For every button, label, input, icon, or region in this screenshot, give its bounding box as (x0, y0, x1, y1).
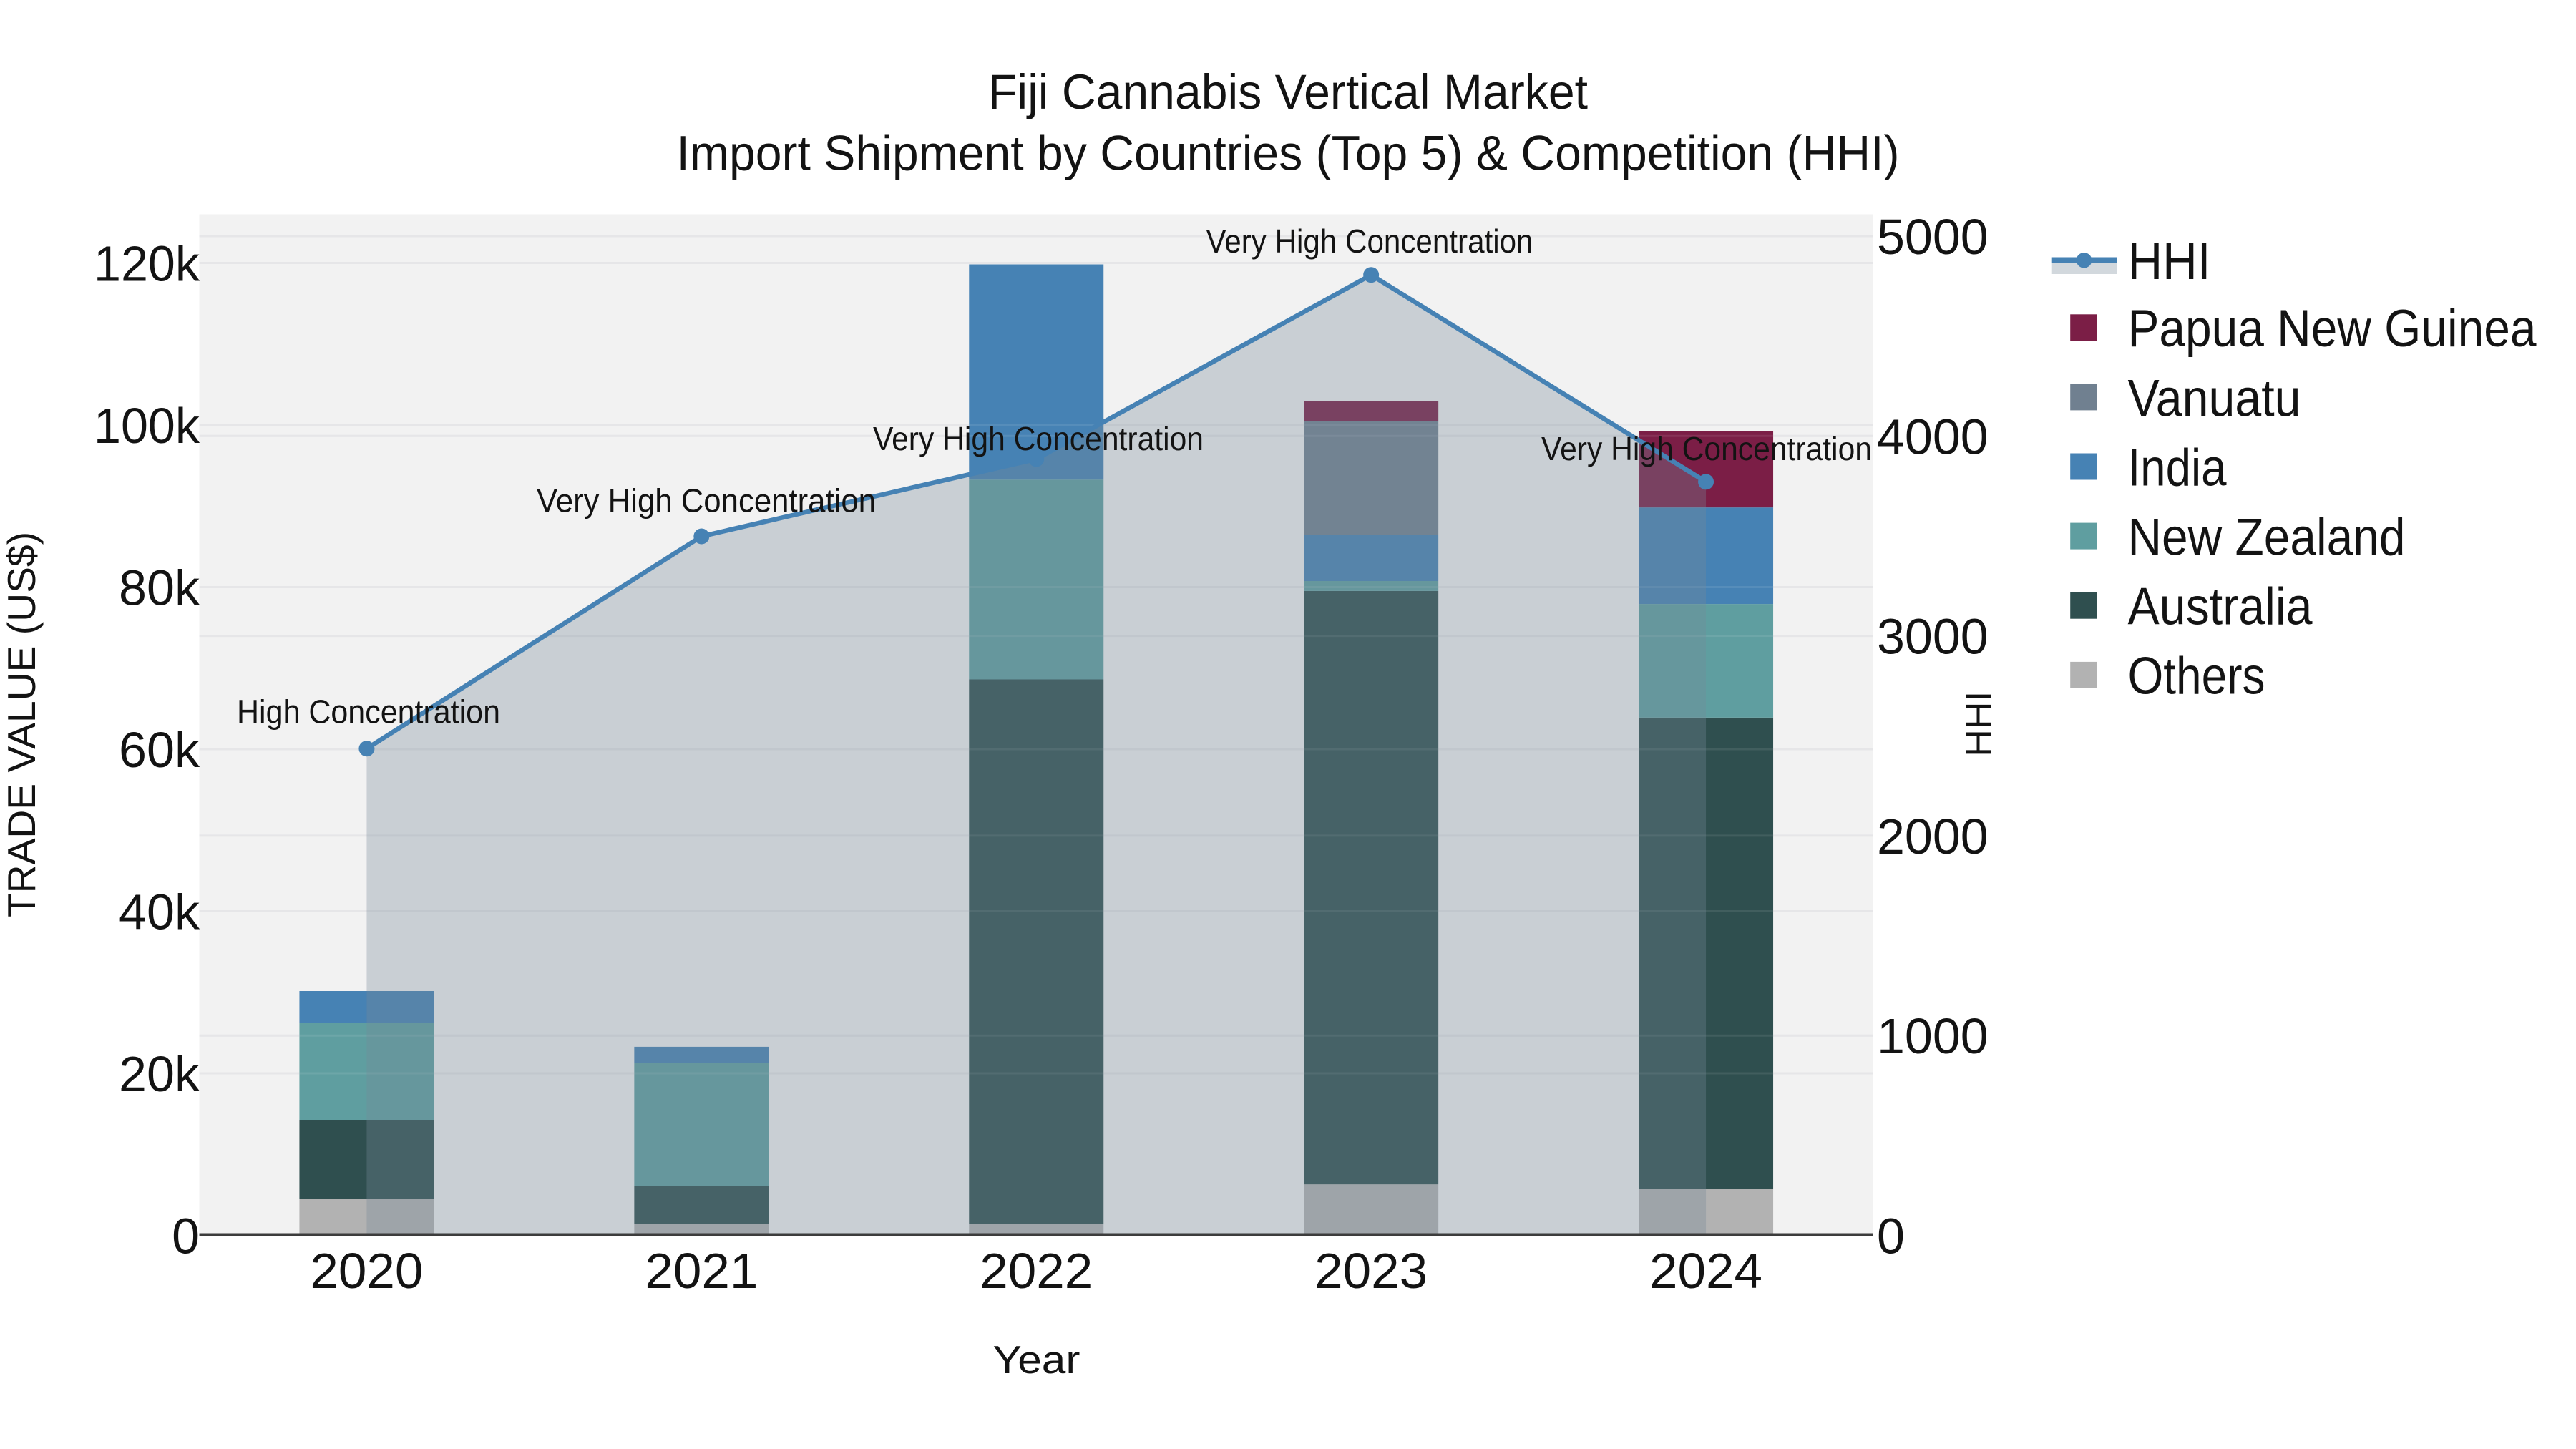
svg-text:0: 0 (1877, 1209, 1905, 1264)
svg-text:Import Shipment by Countries (: Import Shipment by Countries (Top 5) & C… (677, 126, 1900, 181)
svg-text:New Zealand: New Zealand (2128, 509, 2406, 567)
svg-text:Australia: Australia (2128, 578, 2313, 636)
svg-text:4000: 4000 (1877, 409, 1989, 464)
svg-text:Papua New Guinea: Papua New Guinea (2128, 300, 2537, 358)
svg-text:Vanuatu: Vanuatu (2128, 369, 2301, 427)
svg-text:HHI: HHI (1958, 691, 1999, 757)
svg-text:HHI: HHI (2128, 233, 2211, 291)
svg-text:High Concentration: High Concentration (237, 693, 500, 731)
svg-text:2023: 2023 (1314, 1243, 1428, 1299)
svg-text:100k: 100k (94, 398, 200, 454)
svg-text:2020: 2020 (310, 1243, 423, 1299)
svg-text:20k: 20k (119, 1046, 200, 1102)
svg-text:Fiji Cannabis Vertical Market: Fiji Cannabis Vertical Market (988, 64, 1588, 119)
svg-text:40k: 40k (119, 884, 200, 940)
svg-text:0: 0 (172, 1209, 200, 1264)
svg-text:Year: Year (993, 1337, 1080, 1382)
svg-text:Very High Concentration: Very High Concentration (1541, 430, 1872, 467)
svg-text:Very High Concentration: Very High Concentration (537, 482, 876, 519)
svg-text:TRADE VALUE (US$): TRADE VALUE (US$) (0, 532, 44, 917)
svg-text:Very High Concentration: Very High Concentration (873, 420, 1204, 457)
svg-text:120k: 120k (94, 236, 200, 292)
svg-text:2000: 2000 (1877, 809, 1989, 864)
svg-text:2024: 2024 (1649, 1243, 1762, 1299)
svg-text:Others: Others (2128, 648, 2265, 706)
svg-text:3000: 3000 (1877, 609, 1989, 665)
svg-text:2022: 2022 (980, 1243, 1093, 1299)
svg-text:60k: 60k (119, 722, 200, 778)
svg-text:5000: 5000 (1877, 209, 1989, 265)
svg-text:80k: 80k (119, 560, 200, 616)
svg-text:Very High Concentration: Very High Concentration (1206, 223, 1533, 260)
svg-text:India: India (2128, 439, 2227, 497)
svg-text:2021: 2021 (645, 1243, 758, 1299)
svg-text:1000: 1000 (1877, 1008, 1989, 1064)
